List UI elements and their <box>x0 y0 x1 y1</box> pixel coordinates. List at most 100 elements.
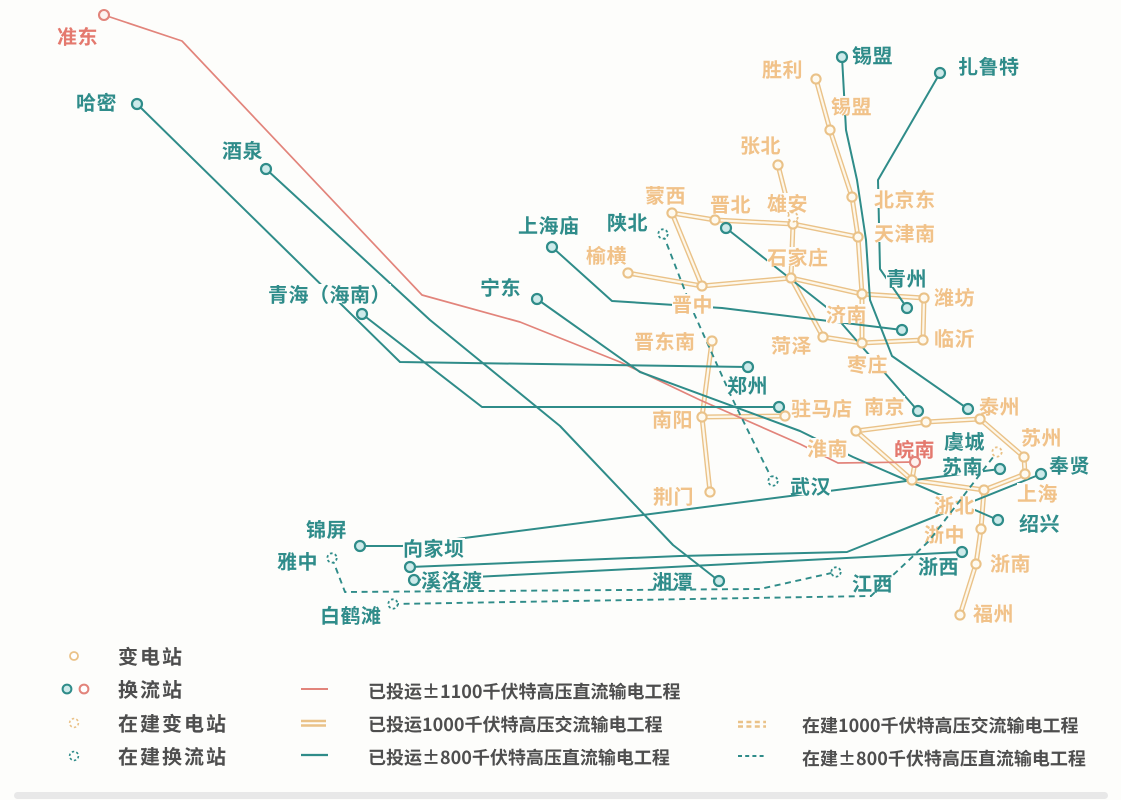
station-label-zhexi: 浙西 <box>918 551 959 580</box>
station-node-tianjinnan[interactable] <box>852 231 864 243</box>
station-node-baihetan[interactable] <box>387 598 399 610</box>
station-node-nanjing_conv[interactable] <box>911 404 925 418</box>
station-node-jindongnan[interactable] <box>706 335 718 347</box>
dc-line-jiuquan-xiangtan <box>265 168 720 582</box>
station-node-nanyang[interactable] <box>696 411 708 423</box>
station-label-zhalute: 扎鲁特 <box>958 51 1020 80</box>
ac-line-core-jindongnan-nanyang <box>700 339 714 419</box>
station-node-fengxian[interactable] <box>1034 467 1048 481</box>
station-node-zhengzhou[interactable] <box>741 360 755 374</box>
station-node-xiluodu[interactable] <box>407 573 421 587</box>
ac-line-core-taizhou_sub-suzhou <box>978 417 1026 459</box>
station-node-hami[interactable] <box>130 97 144 111</box>
station-node-ximeng_conv[interactable] <box>835 50 849 64</box>
ac-line-core-heze-zaozhuang <box>821 335 864 345</box>
station-node-jingmen[interactable] <box>704 486 716 498</box>
station-label-weifang: 潍坊 <box>934 282 975 311</box>
station-node-shanghaimiao[interactable] <box>545 240 559 254</box>
station-node-heze[interactable] <box>817 331 829 343</box>
station-node-wuhan[interactable] <box>767 475 779 487</box>
station-node-wannan_sub[interactable] <box>906 474 918 486</box>
station-node-ningdong[interactable] <box>530 292 544 306</box>
station-label-nanjing_sub: 南京 <box>864 391 905 420</box>
station-node-shaoxing[interactable] <box>991 513 1005 527</box>
station-label-sunan: 苏南 <box>942 451 983 480</box>
station-node-zhezhong[interactable] <box>975 523 987 535</box>
station-label-taizhou_sub: 泰州 <box>979 391 1020 420</box>
station-node-jiuquan[interactable] <box>259 162 273 176</box>
station-label-huainan: 淮南 <box>807 433 848 462</box>
station-node-linyi_conv[interactable] <box>895 323 909 337</box>
station-node-yucheng[interactable] <box>991 446 1003 458</box>
station-label-jinzhong: 晋中 <box>672 289 713 318</box>
station-node-fuzhou[interactable] <box>954 609 966 621</box>
station-node-zhebei[interactable] <box>978 484 990 496</box>
substation-icon <box>69 651 79 661</box>
station-label-ximeng_conv: 锡盟 <box>852 40 893 69</box>
dc-uc-line-shanbei-wuhan <box>662 233 774 482</box>
station-node-nanjing_sub[interactable] <box>920 416 932 428</box>
station-node-mengxi[interactable] <box>666 207 678 219</box>
ac1000-line-icon <box>301 719 326 727</box>
station-node-yuheng[interactable] <box>622 267 634 279</box>
station-node-xiangtan[interactable] <box>712 574 726 588</box>
legend-label: 在建±800千伏特高压直流输电工程 <box>802 745 1086 771</box>
station-node-jinbei_conv[interactable] <box>719 221 733 235</box>
station-node-jinping[interactable] <box>353 539 367 553</box>
station-label-nanyang: 南阳 <box>652 404 693 433</box>
legend-label: 已投运±800千伏特高压直流输电工程 <box>368 744 670 770</box>
station-node-jinan[interactable] <box>856 288 868 300</box>
station-node-zhenan[interactable] <box>970 558 982 570</box>
station-node-weifang[interactable] <box>918 292 930 304</box>
station-node-shanbei[interactable] <box>657 228 669 240</box>
station-node-zaozhuang[interactable] <box>856 337 868 349</box>
station-node-taizhou_sub[interactable] <box>974 413 986 425</box>
station-label-fuzhou: 福州 <box>973 598 1014 627</box>
ac-line-core-yuheng-jinzhong <box>626 271 704 288</box>
station-node-qingzhou[interactable] <box>900 301 914 315</box>
converter-under-construction-icon <box>68 750 80 762</box>
ac-line-core-ximeng_sub-beijingdong <box>828 128 854 199</box>
station-node-shanghai_sub[interactable] <box>1019 468 1031 480</box>
station-node-jinbei_sub[interactable] <box>709 214 721 226</box>
ac-line-core-tianjinnan-jinan <box>856 235 864 296</box>
station-node-qinghai[interactable] <box>355 307 369 321</box>
station-node-yazhong[interactable] <box>326 552 338 564</box>
station-node-sunan[interactable] <box>993 462 1007 476</box>
station-node-zhexi[interactable] <box>955 545 969 559</box>
station-node-suzhou[interactable] <box>1018 451 1030 463</box>
dc800-line-icon <box>301 753 328 757</box>
station-node-shijiazhuang[interactable] <box>785 272 797 284</box>
station-node-xiangjiaba[interactable] <box>403 560 417 574</box>
station-node-beijingdong[interactable] <box>846 191 858 203</box>
station-node-zhumadian_conv[interactable] <box>772 400 786 414</box>
station-node-jiangxi[interactable] <box>830 566 842 578</box>
station-node-xiongan_uc[interactable] <box>787 211 799 223</box>
station-node-zhumadian_sub[interactable] <box>779 410 791 422</box>
station-label-yazhong: 雅中 <box>277 546 318 575</box>
station-label-xiangjiaba: 向家坝 <box>403 533 465 562</box>
station-node-taizhou_conv[interactable] <box>961 402 975 416</box>
station-node-zhangbei[interactable] <box>772 159 784 171</box>
station-label-zhezhong: 浙中 <box>924 519 965 548</box>
legend-label: 在建变电站 <box>118 708 228 737</box>
station-node-shengli[interactable] <box>810 73 822 85</box>
station-node-zhalute[interactable] <box>933 66 947 80</box>
station-node-wannan_conv[interactable] <box>908 455 922 469</box>
ac-line-core-zhebei-wannan_sub <box>910 478 986 492</box>
station-node-jinzhong[interactable] <box>696 280 708 292</box>
station-node-huainan[interactable] <box>850 425 862 437</box>
station-node-linyi_sub[interactable] <box>917 334 929 346</box>
ac-line-core-jinbei_sub-xiongan <box>713 218 795 226</box>
station-node-zhundong[interactable] <box>97 8 111 22</box>
station-label-shanghai_sub: 上海 <box>1017 478 1058 507</box>
legend-label: 变电站 <box>118 641 184 670</box>
station-node-ximeng_sub[interactable] <box>824 124 836 136</box>
ac-line-core-xiongan-tianjinnan <box>791 222 860 239</box>
ac-line-core-huainan-nanjing_sub <box>854 420 928 433</box>
station-label-shengli: 胜利 <box>762 54 803 83</box>
ac-line-core-mengxi-jinbei_sub <box>670 211 717 222</box>
